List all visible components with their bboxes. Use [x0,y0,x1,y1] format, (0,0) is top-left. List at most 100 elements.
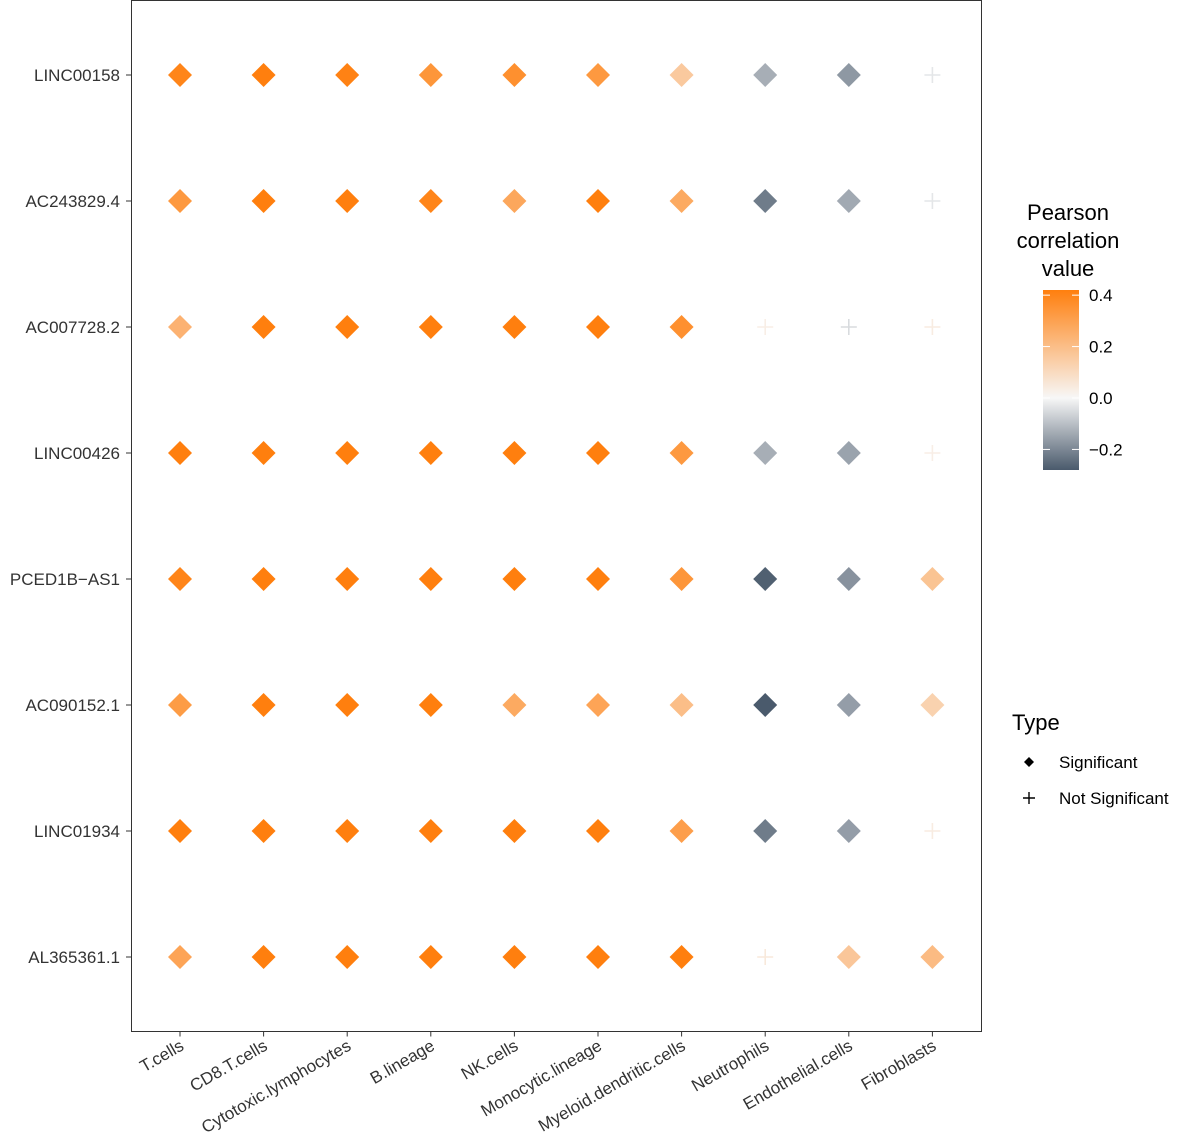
significant-marker [335,63,360,87]
colorbar-tick-label: −0.2 [1089,440,1123,459]
not-significant-marker [924,823,941,839]
significant-marker [753,819,778,843]
significant-marker [586,567,610,591]
not-significant-marker [924,445,941,461]
significant-marker [753,567,778,591]
significant-marker [418,315,443,339]
color-legend: Pearson correlation value 0.4 0.2 0.0 −0.2 [1017,200,1123,470]
significant-marker [836,819,861,843]
significant-marker [669,63,694,87]
significant-marker [251,693,276,717]
significant-marker [502,315,527,339]
plot-panel [131,0,982,1032]
significant-marker [753,63,778,87]
significant-marker [168,441,192,465]
significant-marker [669,567,694,591]
significant-marker [502,819,527,843]
significant-marker [168,819,192,843]
significant-marker [669,315,694,339]
significant-marker [418,819,443,843]
significant-marker [502,945,527,969]
significant-marker [335,441,360,465]
significant-marker [920,945,945,969]
significant-marker [418,189,443,213]
significant-marker [586,693,610,717]
significant-marker [251,441,276,465]
significant-marker [836,945,861,969]
significant-marker [168,693,192,717]
significant-marker [251,819,276,843]
significant-marker [753,189,778,213]
significant-marker [586,63,610,87]
significant-marker [502,567,527,591]
y-tick-label: PCED1B−AS1 [10,570,120,589]
significant-marker [920,567,945,591]
y-tick-label: LINC00158 [34,66,120,85]
significant-marker [586,819,610,843]
significant-marker [669,945,694,969]
x-tick-label: Fibroblasts [858,1036,940,1094]
significant-marker [836,567,861,591]
significant-marker [418,63,443,87]
x-tick-label: T.cells [137,1036,187,1076]
significant-marker [586,189,610,213]
significant-marker [586,441,610,465]
significant-marker [502,441,527,465]
significant-marker [753,693,778,717]
x-tick-label: NK.cells [458,1036,522,1084]
x-tick-label: Cytotoxic.lymphocytes [198,1036,354,1137]
shape-legend: Type Significant Not Significant [1012,710,1169,808]
y-tick-label: AC090152.1 [25,696,120,715]
significant-marker [168,315,192,339]
plus-key-icon [1023,792,1035,804]
data-marks [168,63,945,969]
not-significant-marker [924,319,941,335]
significant-marker [335,567,360,591]
significant-marker [586,315,610,339]
not-significant-marker [757,319,774,335]
shape-legend-title: Type [1012,710,1060,735]
significant-marker [251,315,276,339]
significant-marker [669,819,694,843]
y-tick-label: LINC01934 [34,822,120,841]
significant-marker [418,441,443,465]
diamond-key-icon [1024,757,1034,767]
not-significant-marker [840,319,857,335]
significant-marker [418,693,443,717]
x-tick-label: Myeloid.dendritic.cells [535,1036,689,1136]
significant-marker [836,693,861,717]
significant-marker [418,945,443,969]
not-significant-marker [757,949,774,965]
color-legend-title: correlation [1017,228,1120,253]
significant-marker [335,693,360,717]
shape-legend-label: Significant [1059,753,1138,772]
y-tick-label: AL365361.1 [28,948,120,967]
significant-marker [920,693,945,717]
significant-marker [418,567,443,591]
significant-marker [669,441,694,465]
significant-marker [251,567,276,591]
colorbar-tick-label: 0.0 [1089,389,1113,408]
significant-marker [168,945,192,969]
y-axis: LINC00158 AC243829.4 AC007728.2 LINC00426 PC… [10,66,131,967]
not-significant-marker [924,67,941,83]
significant-marker [753,441,778,465]
color-legend-title: Pearson [1027,200,1109,225]
y-tick-label: LINC00426 [34,444,120,463]
significant-marker [836,189,861,213]
colorbar [1043,290,1079,470]
significant-marker [335,189,360,213]
significant-marker [168,63,192,87]
y-tick-label: AC243829.4 [25,192,120,211]
color-legend-title: value [1042,256,1095,281]
significant-marker [836,441,861,465]
shape-legend-label: Not Significant [1059,789,1169,808]
significant-marker [168,189,192,213]
y-tick-label: AC007728.2 [25,318,120,337]
significant-marker [586,945,610,969]
significant-marker [836,63,861,87]
significant-marker [502,693,527,717]
colorbar-tick-label: 0.2 [1089,338,1113,357]
